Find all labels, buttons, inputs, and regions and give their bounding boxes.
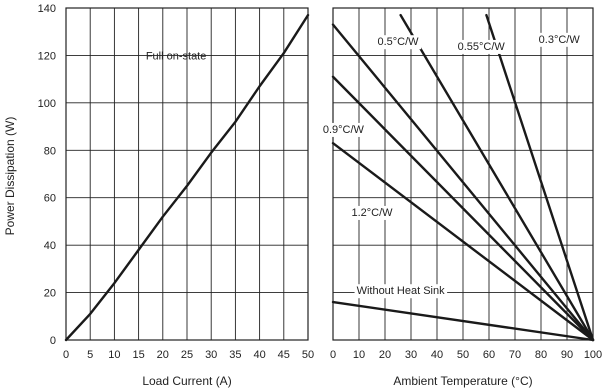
series-label-background: [320, 122, 367, 137]
right-series-line-4: [331, 141, 595, 342]
right-x-tick-label: 10: [353, 349, 365, 361]
right-chart-ticks: 0 10 20 30 40 50 60 70 80 90 100: [330, 349, 602, 361]
right-series-line-0: [485, 13, 595, 342]
left-y-tick-label: 140: [38, 3, 56, 15]
left-x-axis-title: Load Current (A): [142, 374, 231, 388]
right-x-tick-label: 90: [561, 349, 573, 361]
left-plot-frame: [65, 7, 309, 341]
left-chart-grid: [65, 7, 309, 341]
left-series-line-0: [64, 13, 310, 342]
right-series-line-1: [399, 13, 595, 342]
left-x-tick-label: 40: [253, 349, 265, 361]
left-x-tick-label: 10: [108, 349, 120, 361]
series-label-background: [354, 284, 448, 299]
left-x-tick-label: 50: [302, 349, 314, 361]
y-axis-title: Power Dissipation (W): [3, 117, 17, 236]
right-x-tick-label: 100: [584, 349, 602, 361]
series-label: Full on-state: [146, 50, 207, 62]
left-x-tick-label: 30: [205, 349, 217, 361]
series-label: 0.3°C/W: [539, 34, 581, 46]
left-x-tick-label: 35: [229, 349, 241, 361]
right-x-tick-label: 40: [431, 349, 443, 361]
right-x-axis-title: Ambient Temperature (°C): [393, 374, 532, 388]
right-series-line-2: [331, 23, 595, 342]
right-x-tick-label: 0: [330, 349, 336, 361]
left-y-tick-label: 0: [50, 335, 56, 347]
left-x-tick-label: 20: [157, 349, 169, 361]
left-y-tick-label: 120: [38, 50, 56, 62]
left-x-tick-label: 45: [278, 349, 290, 361]
left-x-tick-label: 15: [132, 349, 144, 361]
right-plot-frame: [332, 7, 594, 341]
right-series-line-5: [331, 300, 595, 342]
series-label: 0.55°C/W: [458, 41, 506, 53]
right-x-tick-label: 60: [483, 349, 495, 361]
left-chart-ticks: 0 5 10 15 20 25 30 35 40 45 50 0 20 40 60 80 100 120 140: [38, 3, 314, 361]
series-label-background: [455, 39, 508, 54]
right-series-line-3: [331, 75, 595, 342]
right-x-tick-label: 50: [457, 349, 469, 361]
series-labels: Full on-state 0.3°C/W 0.55°C/W 0.5°C/W 0.9°C…: [146, 32, 583, 299]
series-label: 0.5°C/W: [377, 36, 419, 48]
series-label: 0.9°C/W: [323, 124, 365, 136]
left-y-tick-label: 20: [44, 288, 56, 300]
left-x-tick-label: 25: [181, 349, 193, 361]
left-y-tick-label: 40: [44, 240, 56, 252]
left-chart-series: [64, 13, 310, 342]
series-label: Without Heat Sink: [357, 285, 446, 297]
series-label-background: [536, 32, 583, 47]
left-x-tick-label: 5: [87, 349, 93, 361]
series-label-background: [349, 205, 396, 220]
right-chart-series: [331, 13, 595, 342]
left-y-tick-label: 100: [38, 98, 56, 110]
right-x-tick-label: 80: [535, 349, 547, 361]
right-x-tick-label: 70: [509, 349, 521, 361]
left-y-tick-label: 60: [44, 193, 56, 205]
right-x-tick-label: 20: [379, 349, 391, 361]
right-chart-grid: [332, 7, 594, 341]
series-label: 1.2°C/W: [351, 207, 393, 219]
left-y-tick-label: 80: [44, 145, 56, 157]
right-x-tick-label: 30: [405, 349, 417, 361]
series-label-background: [375, 35, 422, 50]
left-x-tick-label: 0: [63, 349, 69, 361]
